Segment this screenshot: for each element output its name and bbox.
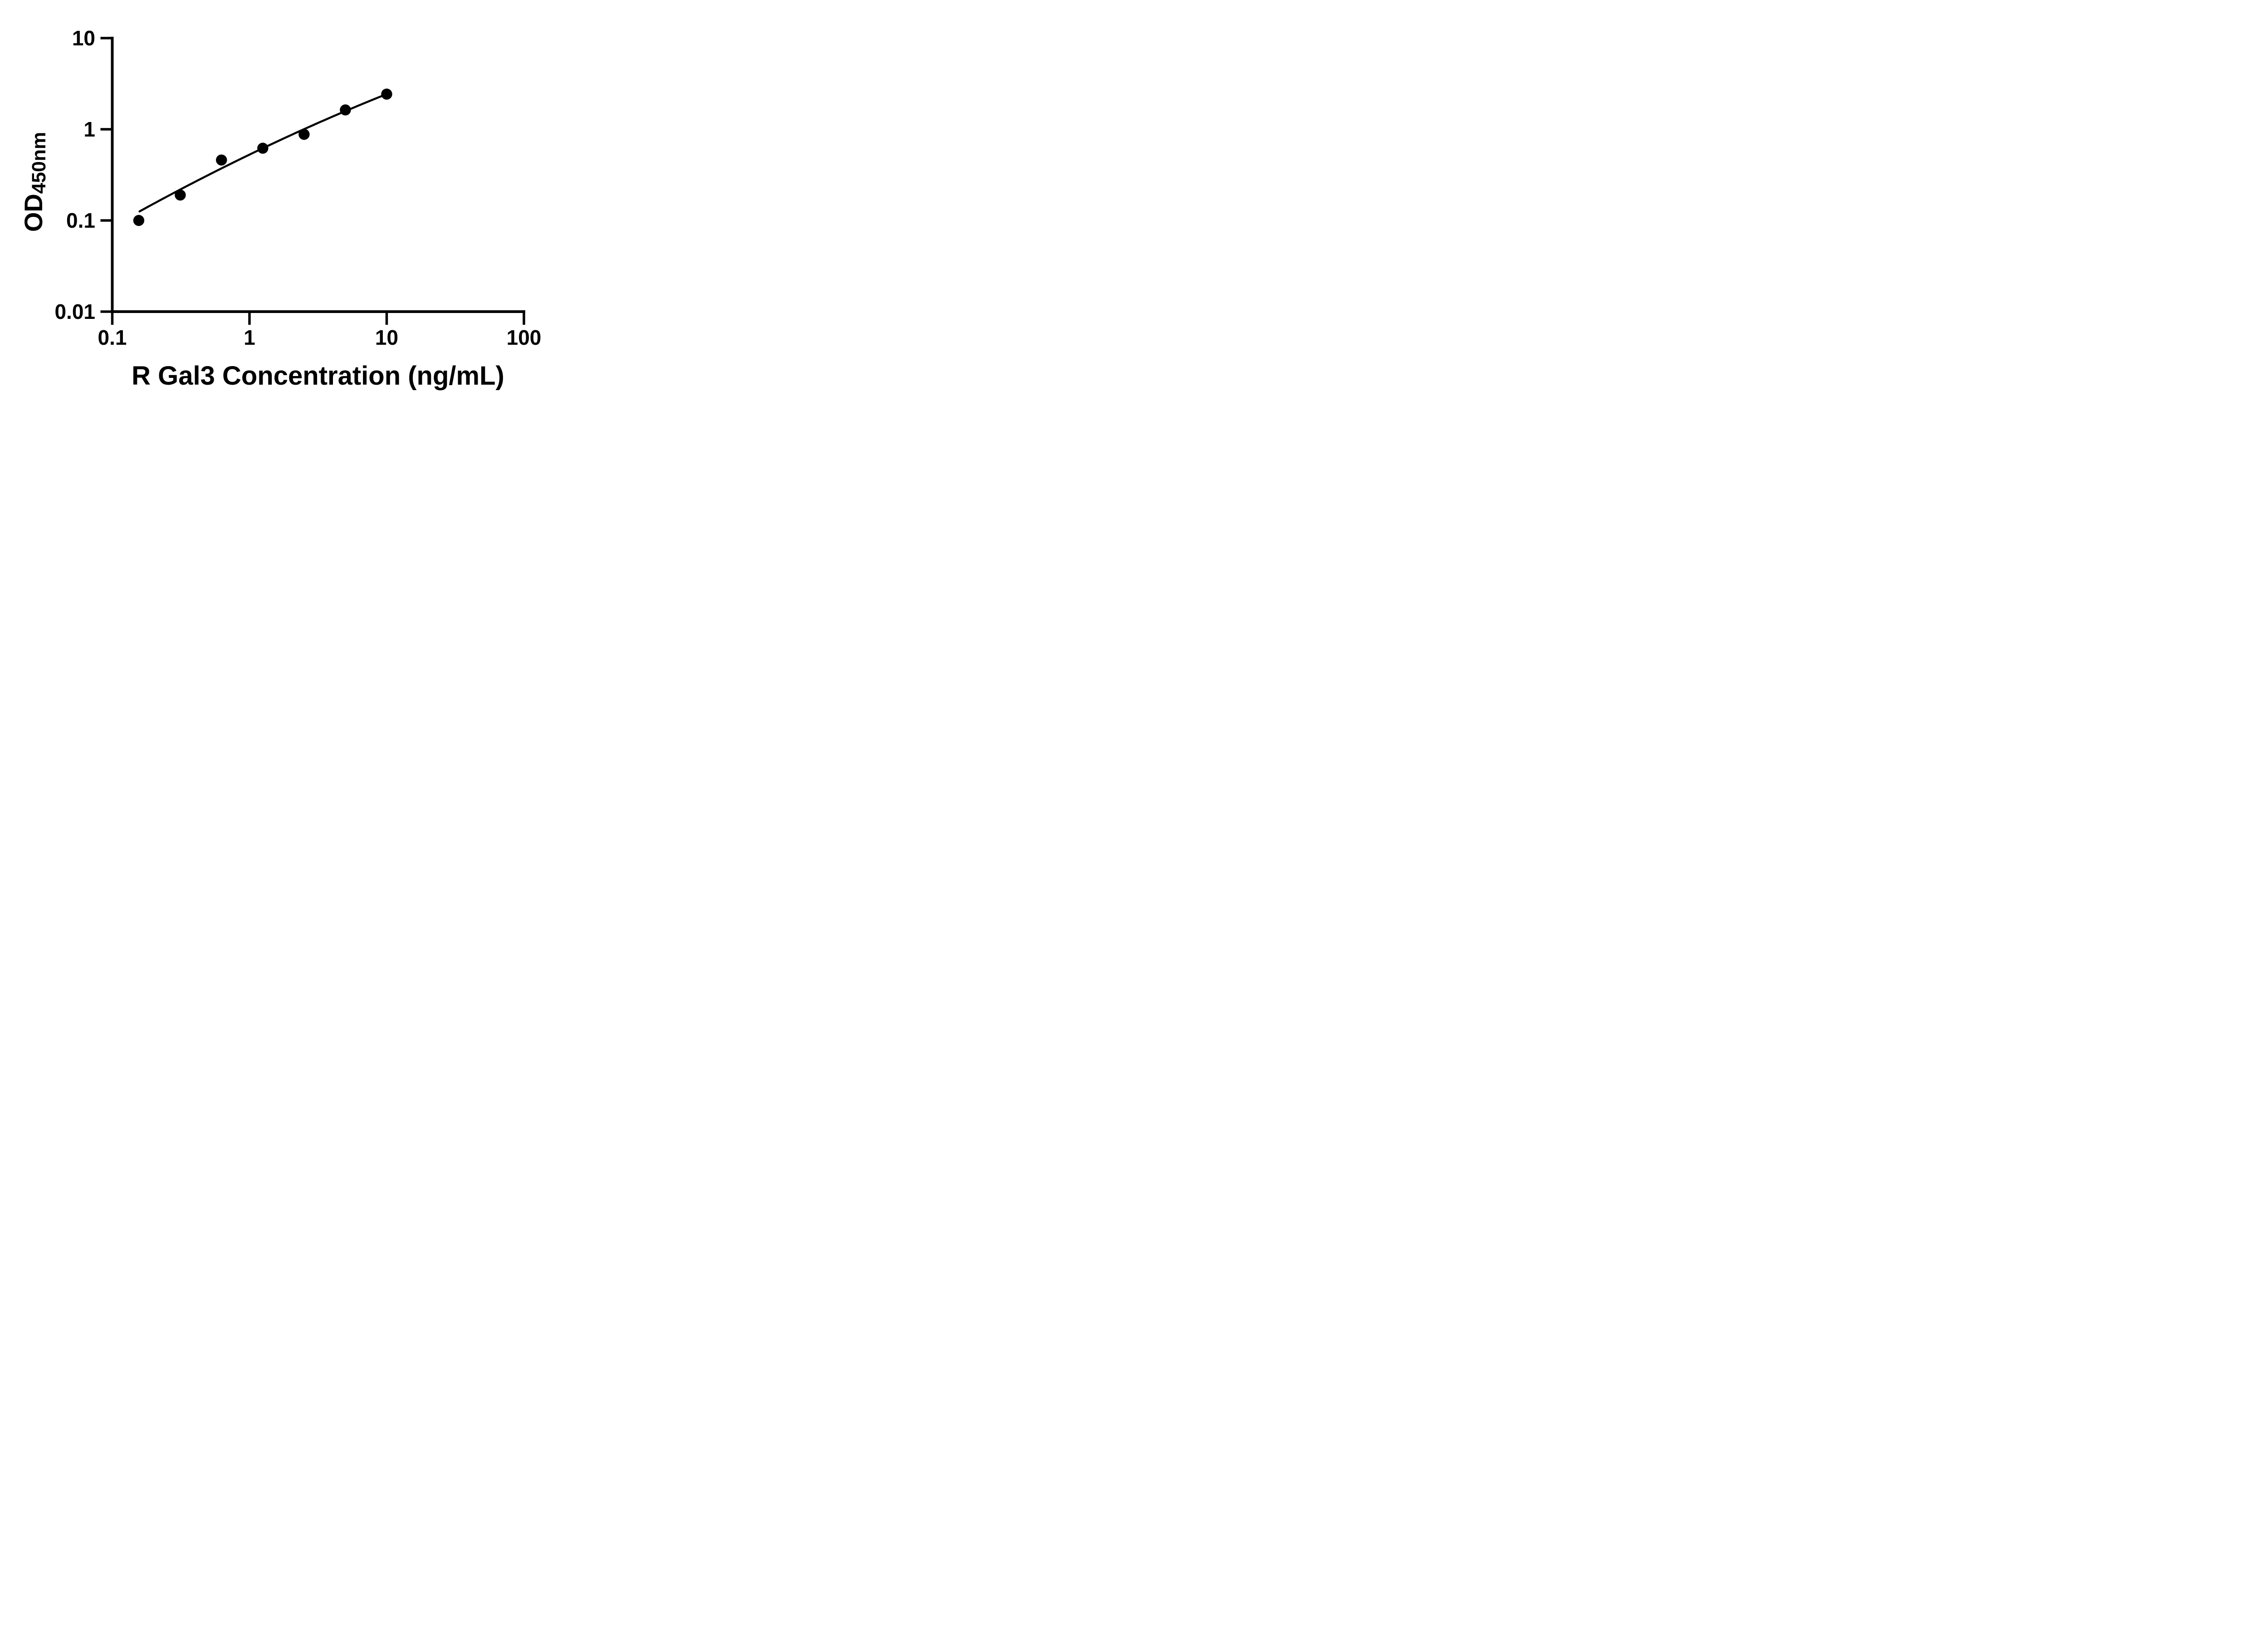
y-axis-title: OD450nm [19,132,50,232]
y-axis-title-main: OD [19,194,48,232]
x-tick-label: 100 [507,326,542,349]
x-tick-label: 10 [375,326,398,349]
y-tick-label: 1 [83,117,95,141]
x-tick-label: 1 [244,326,255,349]
data-point [216,154,227,166]
data-point [340,104,351,116]
x-axis-title: R Gal3 Concentration (ng/mL) [132,361,504,391]
y-axis-title-subscript: 450nm [28,132,50,194]
data-point [175,189,186,201]
y-tick-label: 10 [72,26,95,50]
data-point [298,128,310,140]
x-tick-label: 0.1 [98,326,127,349]
elisa-standard-curve-figure: 10 1 0.1 0.01 0.1 1 10 100 OD450nm R Gal3 Conce… [0,0,583,408]
data-point [133,215,145,226]
data-point [381,88,392,100]
y-tick-label: 0.01 [54,300,95,323]
data-point [257,142,269,154]
y-tick-label: 0.1 [66,209,95,232]
